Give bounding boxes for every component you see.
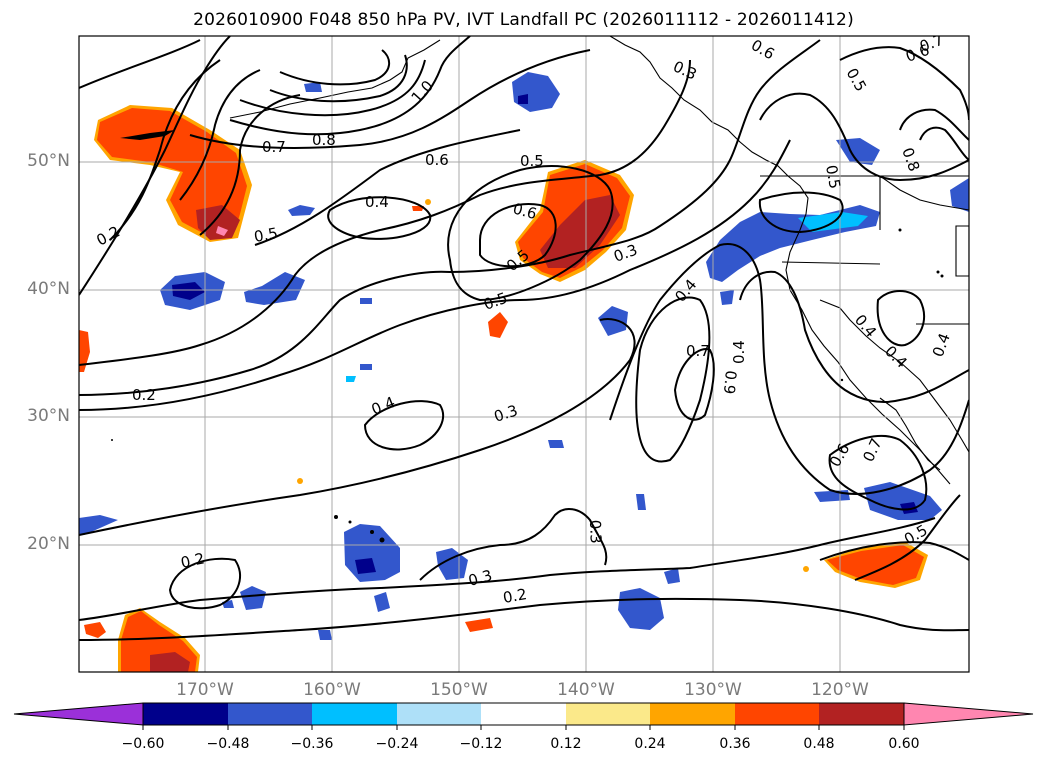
colorbar-segment: [566, 703, 650, 725]
islands: [111, 130, 944, 543]
lat-label-40n: 40°N: [27, 279, 70, 299]
colorbar-tick: 0.60: [888, 736, 920, 752]
contour-label: 0.3: [466, 566, 494, 590]
contour-label: 0.7: [686, 342, 710, 360]
colorbar-segment: [397, 703, 481, 725]
lon-label-140w: 140°W: [557, 680, 615, 700]
colorbar-tick: −0.12: [459, 736, 503, 752]
pv-negative-anomalies: [79, 72, 969, 640]
contour-label: 0.6: [425, 151, 449, 169]
contour-label: 0.8: [312, 131, 336, 149]
colorbar-segment: [650, 703, 735, 725]
contour-label: 0.5: [822, 164, 844, 191]
contour-label: 0.5: [520, 152, 544, 170]
contour-label: 0.9: [720, 370, 740, 395]
contour-label: 0.2: [179, 549, 206, 572]
colorbar-tick: 0.48: [803, 736, 835, 752]
colorbar-tick: −0.36: [290, 736, 334, 752]
colorbar-min-extension: [13, 702, 144, 726]
contour-label: 0.4: [365, 193, 389, 211]
lon-label-170w: 170°W: [176, 680, 234, 700]
colorbar-segment: [481, 703, 566, 725]
contour-label: 0.7: [262, 138, 286, 156]
lon-label-120w: 120°W: [811, 680, 869, 700]
colorbar-max-extension: [903, 702, 1034, 726]
colorbar-segment: [819, 703, 904, 725]
coastlines: [229, 36, 969, 485]
colorbar-tick: −0.60: [121, 736, 165, 752]
lon-label-160w: 160°W: [303, 680, 361, 700]
colorbar-tick: 0.12: [550, 736, 582, 752]
contour-label: 0.5: [253, 224, 280, 246]
colorbar-tick: 0.36: [719, 736, 751, 752]
colorbar-segment: [228, 703, 312, 725]
contour-label: 0.2: [502, 585, 529, 607]
map-title: 2026010900 F048 850 hPa PV, IVT Landfall…: [193, 10, 854, 30]
ivt-contours: [79, 36, 969, 641]
contour-label: 0.2: [132, 386, 156, 404]
lat-label-30n: 30°N: [27, 406, 70, 426]
lon-label-130w: 130°W: [684, 680, 742, 700]
colorbar-tick: 0.24: [634, 736, 666, 752]
plot-area: 0.2 0.5 0.7 0.8 1.0 0.6 0.4 0.5 0.6 0.5 …: [79, 36, 969, 672]
lat-label-50n: 50°N: [27, 151, 70, 171]
contour-label: 0.3: [586, 520, 605, 544]
colorbar-tick: −0.24: [375, 736, 419, 752]
colorbar-segment: [312, 703, 397, 725]
plot-frame: [78, 35, 970, 673]
colorbar-tick: −0.48: [206, 736, 250, 752]
colorbar: [13, 702, 1034, 730]
colorbar-segment: [143, 703, 228, 725]
lon-label-150w: 150°W: [430, 680, 488, 700]
colorbar-segment: [735, 703, 819, 725]
contour-label: 0.4: [730, 340, 748, 364]
contour-label: 0.6: [511, 199, 539, 223]
lat-label-20n: 20°N: [27, 534, 70, 554]
